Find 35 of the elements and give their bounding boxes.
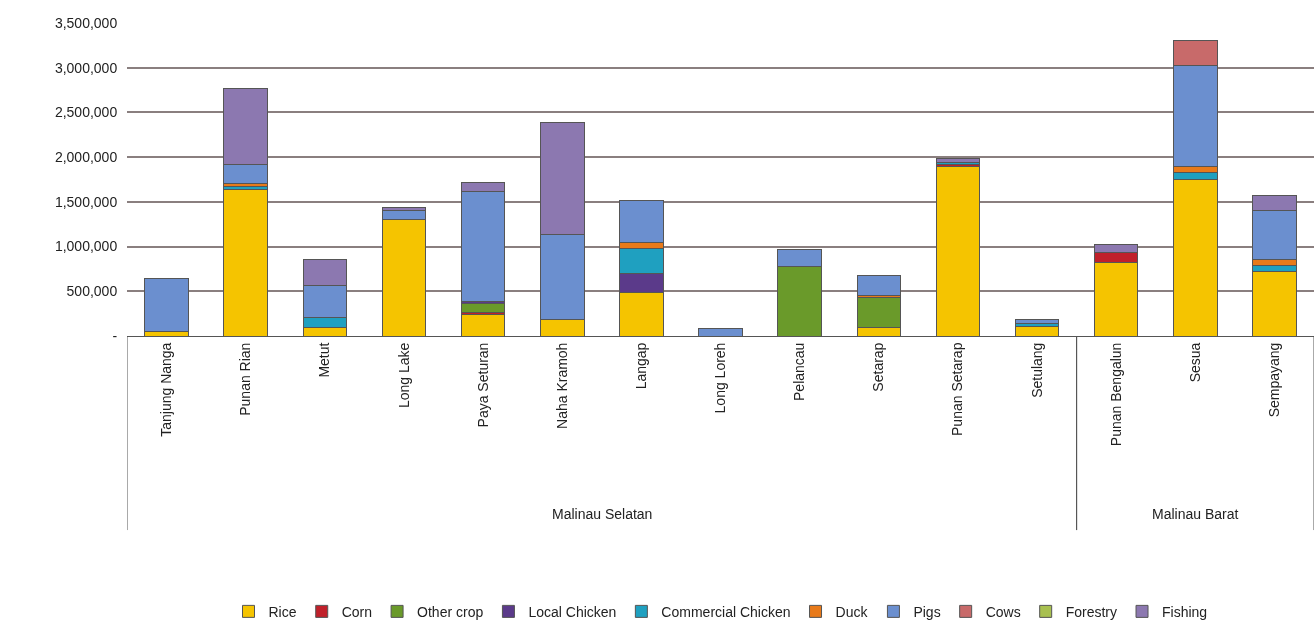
y-tick-label: 1,000,000: [54, 238, 118, 255]
x-tick-label: Setarap: [870, 342, 887, 392]
x-tick-label: Punan Setarap: [949, 342, 966, 437]
y-tick-label: 3,500,000: [54, 14, 118, 31]
y-tick-label: -: [112, 327, 118, 344]
text: Malinau Selatan: [552, 506, 653, 522]
y-tick-label: 3,000,000: [54, 59, 118, 76]
x-tick-label: Long Lake: [395, 342, 412, 409]
y-tick-label: 1,500,000: [54, 193, 118, 210]
legend-label: Forestry: [1065, 603, 1118, 620]
legend-label: Cows: [985, 603, 1021, 620]
x-tick-label: Punan Rian: [237, 342, 254, 416]
y-tick-label: 500,000: [66, 283, 118, 300]
x-tick-label: Paya Seturan: [474, 342, 491, 428]
x-tick-label: Langap: [632, 342, 649, 390]
legend-label: Corn: [341, 603, 373, 620]
y-tick-label: 2,000,000: [54, 149, 118, 166]
legend-label: Rice: [268, 603, 297, 620]
x-tick-label: Metut: [316, 342, 333, 378]
legend-label: Pigs: [913, 603, 941, 620]
x-tick-label: Long Loreh: [712, 342, 729, 414]
legend-label: Local Chicken: [528, 603, 617, 620]
x-tick-label: Pelancau: [791, 342, 808, 401]
x-tick-label: Sesua: [1186, 342, 1203, 383]
x-tick-label: Naha Kramoh: [553, 342, 570, 429]
x-tick-label: Punan Bengalun: [1107, 342, 1124, 447]
legend-label: Commercial Chicken: [661, 603, 791, 620]
x-tick-label: Sempayang: [1265, 342, 1282, 418]
y-tick-label: 2,500,000: [54, 104, 118, 121]
legend-label: Fishing: [1162, 603, 1208, 620]
x-tick-label: Tanjung Nanga: [158, 342, 175, 437]
legend-label: Other crop: [417, 603, 484, 620]
legend-label: Duck: [835, 603, 869, 620]
x-tick-label: Setulang: [1028, 342, 1045, 398]
text: Malinau Barat: [1152, 506, 1239, 522]
